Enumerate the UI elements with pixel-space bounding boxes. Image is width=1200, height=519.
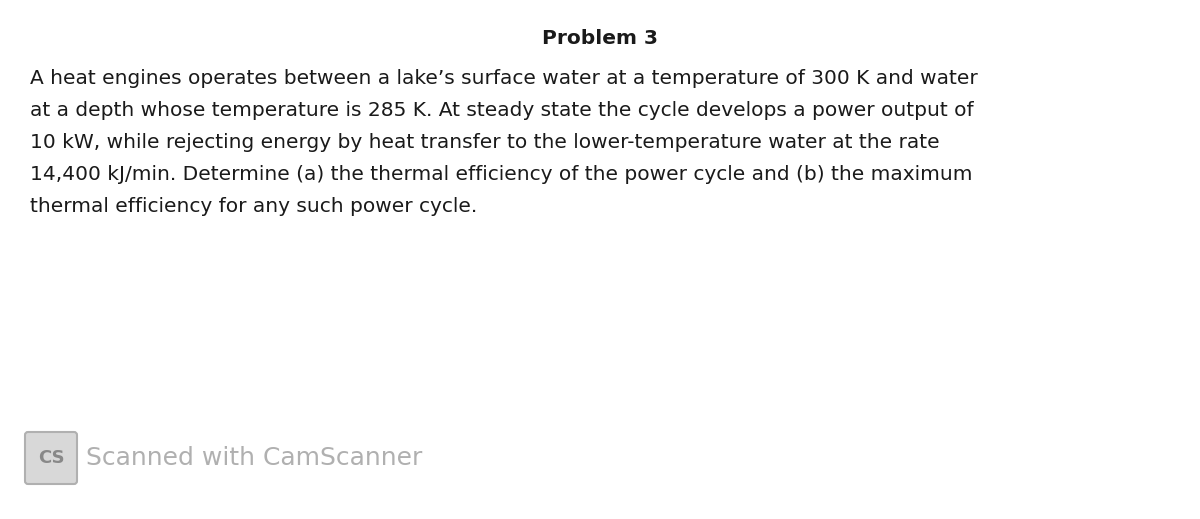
Text: at a depth whose temperature is 285 K. At steady state the cycle develops a powe: at a depth whose temperature is 285 K. A… <box>30 101 973 120</box>
Text: Problem 3: Problem 3 <box>542 29 658 48</box>
Text: 14,400 kJ/min. Determine (a) the thermal efficiency of the power cycle and (b) t: 14,400 kJ/min. Determine (a) the thermal… <box>30 165 972 184</box>
FancyBboxPatch shape <box>25 432 77 484</box>
Text: 10 kW, while rejecting energy by heat transfer to the lower-temperature water at: 10 kW, while rejecting energy by heat tr… <box>30 133 940 152</box>
Text: thermal efficiency for any such power cycle.: thermal efficiency for any such power cy… <box>30 197 478 216</box>
Text: A heat engines operates between a lake’s surface water at a temperature of 300 K: A heat engines operates between a lake’s… <box>30 69 978 88</box>
Text: Scanned with CamScanner: Scanned with CamScanner <box>86 446 422 470</box>
Text: CS: CS <box>37 449 65 467</box>
